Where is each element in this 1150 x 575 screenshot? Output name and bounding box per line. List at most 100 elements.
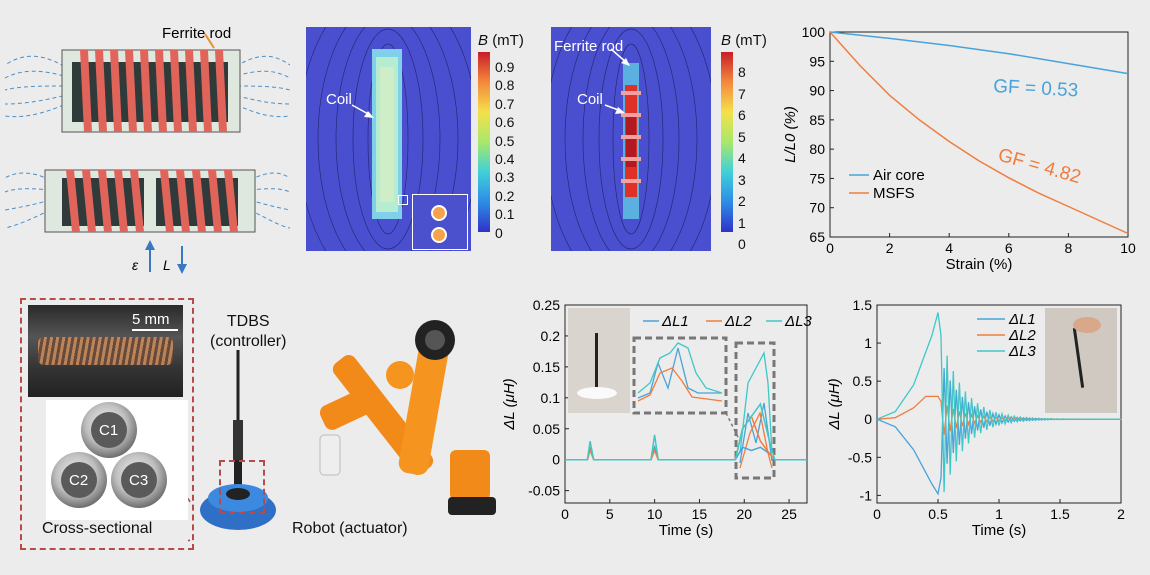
y-tick-label: 0.25 (533, 297, 560, 313)
tdbs-label: TDBS (226, 313, 270, 330)
legend-label: ΔL1 (661, 313, 689, 330)
y-tick-label: -0.05 (528, 483, 560, 499)
x-tick-label: 10 (1120, 240, 1136, 256)
coil-label-b: Coil (326, 91, 352, 108)
legend-label: Air core (873, 167, 925, 184)
inset-trace (739, 402, 773, 464)
y-tick-label: 0.05 (533, 421, 560, 437)
inset-zoom-b (412, 194, 468, 250)
inset-trace (739, 350, 773, 454)
scale-bar (132, 329, 178, 331)
cb-b-ticks: 0.9 0.8 0.7 0.6 0.5 0.4 0.3 0.2 0.1 0 (495, 59, 515, 241)
y-tick-label: 95 (809, 53, 825, 69)
x-tick-label: 6 (1005, 240, 1013, 256)
y-tick-label: -1 (860, 487, 873, 503)
y-tick-label: 70 (809, 200, 825, 216)
epsilon-label: ε (132, 257, 139, 273)
sensor-photo: 5 mm (28, 305, 183, 397)
field-lines-bottom (4, 172, 290, 229)
x-tick-label: 2 (886, 240, 894, 256)
zoom-box-2 (734, 341, 776, 480)
cross-sectional-label: Cross-sectional (42, 520, 153, 537)
legend-label: ΔL3 (1008, 343, 1036, 360)
inset-trace (739, 411, 773, 469)
series-line-1 (829, 31, 1129, 75)
y-tick-label: 0 (864, 411, 872, 427)
x-tick-label: 8 (1065, 240, 1073, 256)
field-simulation-b: Coil (306, 27, 471, 251)
cb-b-label: B (478, 32, 489, 49)
x-tick-label: 20 (736, 506, 752, 522)
cb-c-unit: (mT) (735, 32, 767, 49)
inset-trace (637, 342, 723, 394)
y-tick-label: -0.5 (848, 449, 872, 465)
series-line-3 (565, 402, 807, 461)
ferrite-rod-label-c: Ferrite rod (554, 38, 624, 55)
sensor-inset-frame (20, 298, 194, 550)
y-tick-label: 1 (864, 335, 872, 351)
c3-label: C3 (129, 472, 149, 489)
series-line-3 (876, 312, 1122, 493)
x-tick-label: 4 (945, 240, 953, 256)
robot-arm (319, 320, 496, 515)
y-axis-label: ΔL (μH) (501, 378, 518, 430)
y-tick-label: 90 (809, 83, 825, 99)
L-label: L (163, 257, 171, 273)
x-tick-label: 1.5 (1050, 506, 1070, 522)
zoom-box-1 (632, 336, 728, 415)
colorbar-c (721, 52, 733, 232)
x-tick-label: 0 (873, 506, 881, 522)
tdbs-zoom-frame (219, 460, 265, 514)
coil-bottom (66, 170, 238, 232)
y-tick-label: 0.1 (541, 390, 561, 406)
inset-trace (637, 347, 722, 399)
tdbs-device (188, 350, 276, 542)
c1-label: C1 (99, 422, 119, 439)
y-axis-label: L/L0 (%) (782, 106, 799, 163)
y-tick-label: 1.5 (853, 297, 873, 313)
strain-chart: 0 2 4 6 8 10 100 95 90 85 80 75 70 65 Strain (%) L/L0 (… (782, 24, 1136, 272)
x-tick-label: 1 (995, 506, 1003, 522)
colorbar-b (478, 52, 490, 232)
gf-annotation-air: GF = 0.53 (993, 76, 1079, 101)
legend-label: ΔL3 (784, 313, 812, 330)
cb-c-ticks: 8 7 6 5 4 3 2 1 0 (738, 64, 746, 252)
y-tick-label: 65 (809, 229, 825, 245)
cb-b-unit: (mT) (492, 32, 524, 49)
x-axis-label: Strain (%) (946, 256, 1013, 272)
x-axis-label: Time (s) (659, 522, 713, 538)
y-tick-label: 0.5 (853, 373, 873, 389)
y-tick-label: 80 (809, 141, 825, 157)
x-axis-label: Time (s) (972, 522, 1026, 538)
deltaL-impulse-chart: 0 0.5 1 1.5 2 1.5 1 0.5 0 -0.5 -1 Time (s) ΔL (μH) ΔL… (826, 297, 1125, 538)
plot-frame (564, 304, 808, 504)
controller-label: (controller) (210, 333, 287, 350)
x-tick-label: 2 (1117, 506, 1125, 522)
c2-label: C2 (69, 472, 89, 489)
legend-label: MSFS (873, 185, 915, 202)
plot-frame (829, 31, 1129, 238)
legend-label: ΔL2 (1008, 327, 1036, 344)
ferrite-rod-label-a: Ferrite rod (162, 25, 231, 42)
coil-label-c: Coil (577, 91, 603, 108)
cb-c-label: B (721, 32, 732, 49)
y-tick-label: 85 (809, 112, 825, 128)
y-tick-label: 75 (809, 170, 825, 186)
x-tick-label: 0.5 (928, 506, 948, 522)
y-axis-label: ΔL (μH) (826, 378, 843, 430)
x-tick-label: 0 (561, 506, 569, 522)
series-line-2 (829, 31, 1129, 235)
coil-top (80, 50, 227, 132)
legend-label: ΔL1 (1008, 311, 1036, 328)
inset-trace (637, 367, 723, 402)
cross-section: C1 C2 C3 (46, 400, 188, 520)
scale-bar-label: 5 mm (132, 311, 170, 328)
field-simulation-c: Ferrite rod Coil (551, 27, 711, 251)
legend-label: ΔL2 (724, 313, 752, 330)
y-tick-label: 0.15 (533, 359, 560, 375)
y-tick-label: 0.2 (541, 328, 561, 344)
x-tick-label: 10 (647, 506, 663, 522)
x-tick-label: 25 (781, 506, 797, 522)
gf-annotation-msfs: GF = 4.82 (996, 145, 1084, 189)
